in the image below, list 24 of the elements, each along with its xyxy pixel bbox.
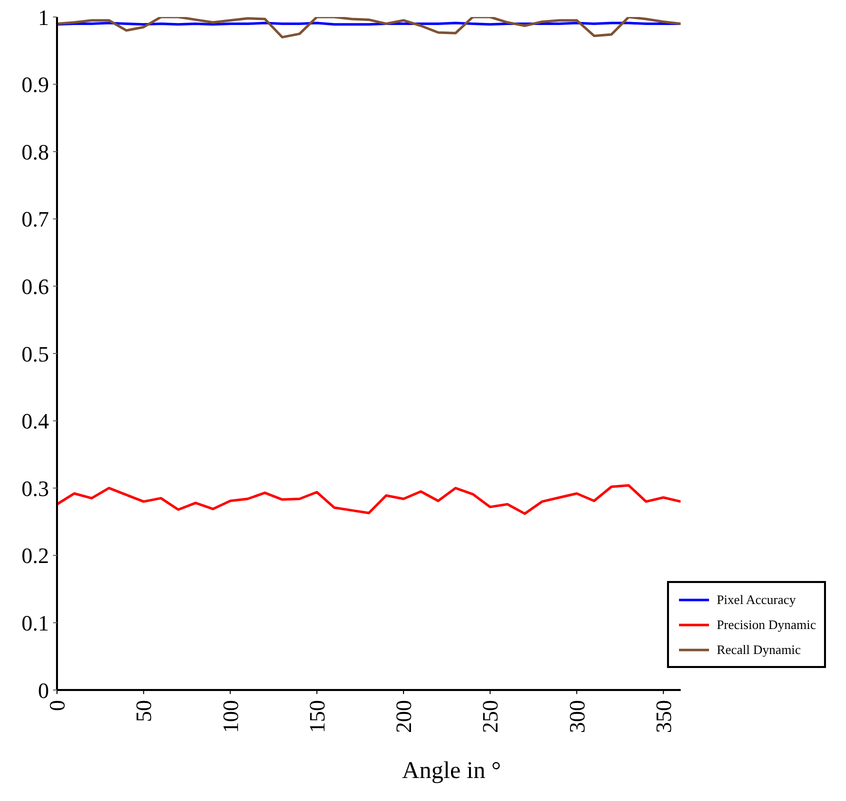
x-tick-label: 100 [218,700,243,733]
x-tick-label: 50 [131,700,156,722]
x-tick-label: 200 [391,700,416,733]
y-tick-label: 0.6 [22,274,49,300]
x-axis-title: Angle in ° [401,758,502,785]
y-tick-label: 0.1 [22,610,49,636]
x-tick-label: 150 [304,700,330,733]
x-tick-label: 350 [651,700,676,733]
y-tick-label: 0.3 [22,476,49,501]
y-tick-label: 0.2 [22,543,49,568]
y-tick-label: 0.9 [22,72,49,98]
legend-label: Precision Dynamic [716,616,816,632]
y-tick-label: 0.4 [22,408,49,434]
legend-label: Recall Dynamic [716,642,801,658]
y-tick-label: 0.8 [22,139,49,164]
y-tick-label: 1 [38,4,49,30]
line-series [57,484,681,515]
x-tick-label: 300 [564,700,590,733]
y-tick-label: 0.5 [22,341,49,366]
x-tick-label: 250 [478,700,503,733]
line-series [57,17,681,38]
y-tick-label: 0.7 [22,206,49,232]
legend-label: Pixel Accuracy [716,592,796,608]
y-tick-label: 0 [38,678,49,703]
